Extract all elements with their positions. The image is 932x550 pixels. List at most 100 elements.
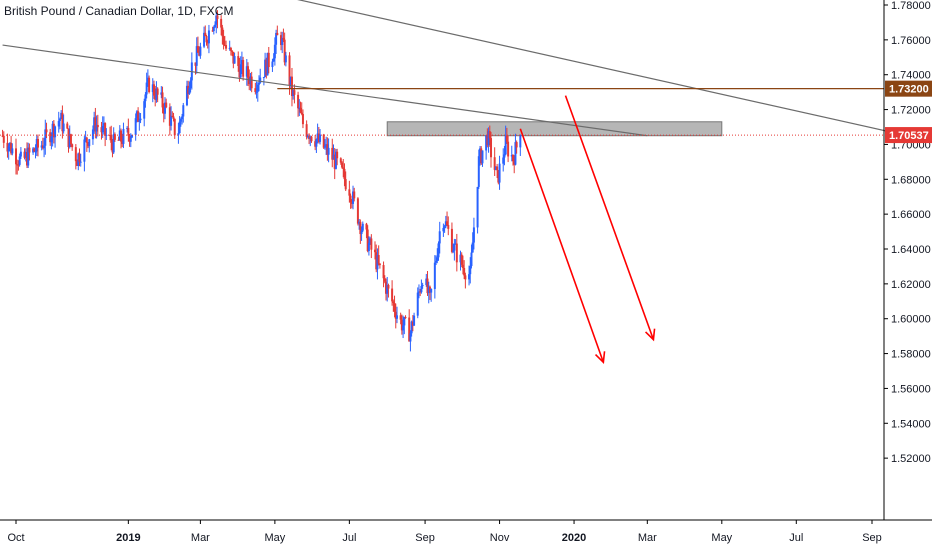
candle-body (11, 148, 14, 154)
candle-body (148, 77, 151, 93)
candle-body (10, 142, 13, 154)
candle-body (374, 249, 377, 253)
candle-body (394, 311, 397, 319)
candle-body (146, 77, 149, 83)
candle-body (245, 66, 248, 77)
candle-body (486, 135, 489, 146)
candle-body (54, 126, 57, 138)
candle-body (204, 32, 207, 37)
supply-zone-layer (386, 121, 723, 137)
candle-body (255, 91, 258, 93)
annotation-lines-layer (0, 0, 908, 365)
candle-body (104, 123, 107, 136)
candle-body (460, 254, 463, 265)
candle-body (310, 136, 313, 142)
candle-body (32, 148, 35, 153)
candle-body (505, 135, 508, 142)
current-price-badge (885, 127, 932, 144)
y-tick-label: 1.58000 (891, 349, 931, 361)
candle-body (493, 157, 496, 170)
candle-body (515, 142, 518, 148)
candle-body (231, 50, 234, 52)
candle-body (163, 102, 166, 114)
candle-body (232, 51, 235, 64)
candle-body (222, 36, 225, 45)
candle-body (220, 18, 223, 28)
candle-body (393, 303, 396, 312)
candle-body (15, 148, 17, 165)
x-tick-label: Oct (7, 532, 24, 544)
candle-body (156, 88, 159, 95)
candle-body (281, 37, 284, 45)
candle-body (481, 150, 484, 164)
candle-body (331, 147, 334, 160)
candle-body (100, 127, 103, 133)
trendline-2 (2, 44, 648, 137)
candle-body (134, 118, 137, 135)
candle-body (273, 44, 276, 59)
candle-body (18, 156, 21, 165)
candle-body (413, 315, 416, 326)
candle-body (404, 317, 407, 319)
candle-body (84, 137, 87, 140)
candle-body (6, 142, 9, 152)
candle-body (111, 142, 114, 153)
candle-body (384, 281, 387, 294)
candle-body (66, 123, 69, 129)
candle-body (68, 134, 71, 148)
candle-body (233, 56, 236, 64)
candle-body (317, 133, 320, 142)
candle-body (195, 46, 198, 66)
candle-body (67, 128, 70, 148)
candle-body (276, 32, 279, 36)
candle-body (50, 136, 53, 143)
candle-body (279, 35, 282, 45)
candle-body (239, 64, 242, 78)
candle-body (395, 315, 398, 319)
candle-body (348, 189, 351, 196)
candle-body (8, 142, 11, 147)
candle-body (77, 153, 80, 166)
candle-body (185, 85, 188, 106)
candle-body (113, 134, 116, 140)
forecast-arrowhead-1 (594, 351, 606, 365)
candle-body (229, 47, 232, 51)
y-tick-label: 1.60000 (891, 314, 931, 326)
candle-body (353, 191, 356, 199)
candle-body (365, 223, 368, 230)
candle-body (58, 118, 61, 121)
y-tick-label: 1.72000 (891, 105, 931, 117)
candle-body (105, 134, 108, 136)
candle-body (284, 55, 287, 63)
candle-body (421, 285, 424, 287)
candle-body (214, 24, 217, 27)
candle-body (23, 151, 26, 158)
candle-body (350, 202, 353, 204)
candle-body (322, 134, 325, 148)
candle-body (126, 127, 129, 129)
candle-body (288, 55, 291, 86)
candle-body (332, 154, 335, 160)
candle-body (410, 321, 413, 334)
x-tick-label: May (264, 532, 285, 544)
candle-body (17, 164, 20, 166)
candle-body (300, 112, 303, 115)
candle-body (472, 227, 475, 243)
candle-body (238, 66, 241, 78)
candle-body (349, 195, 352, 203)
candle-body (225, 45, 228, 49)
candle-body (40, 145, 43, 148)
candle-body (383, 278, 386, 282)
candle-body (386, 285, 389, 294)
candle-body (215, 15, 218, 25)
candle-body (426, 278, 429, 294)
candle-body (315, 139, 318, 147)
trendline-1 (297, 0, 908, 137)
candle-body (409, 333, 412, 342)
candle-body (49, 132, 52, 143)
y-tick-label: 1.74000 (891, 70, 931, 82)
candle-body (178, 121, 181, 134)
candle-body (326, 144, 329, 155)
candle-body (468, 274, 471, 280)
